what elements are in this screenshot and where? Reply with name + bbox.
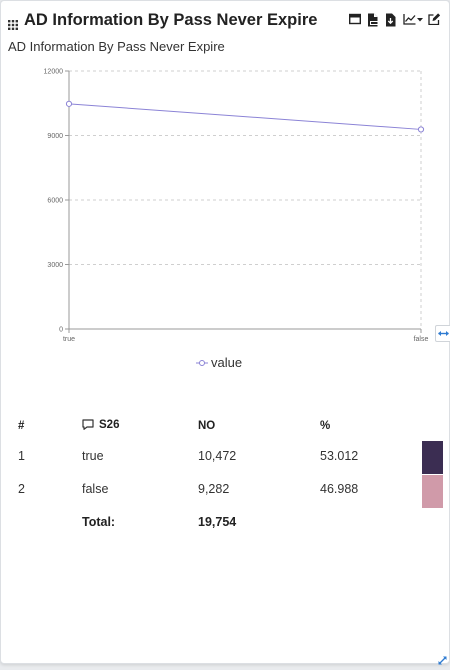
- row-index: 1: [18, 448, 25, 463]
- table-total-row: Total: 19,754: [8, 505, 432, 538]
- edit-icon[interactable]: [428, 13, 441, 27]
- y-tick-label: 9000: [47, 133, 63, 140]
- window-icon[interactable]: [349, 13, 362, 27]
- widget-toolbar: [344, 13, 441, 27]
- chart-title: AD Information By Pass Never Expire: [8, 39, 225, 54]
- y-tick-label: 6000: [47, 198, 63, 205]
- table-row: 2 false 9,282 46.988: [8, 472, 432, 505]
- widget-title: AD Information By Pass Never Expire: [24, 11, 318, 29]
- column-header-percent: %: [320, 420, 331, 432]
- expand-button[interactable]: [435, 325, 450, 342]
- data-table: # S26 NO % 1 true 10,472 53.012 2 false …: [8, 413, 432, 538]
- widget-header: AD Information By Pass Never Expire: [8, 9, 441, 35]
- total-value: 19,754: [198, 514, 237, 529]
- legend-marker-icon: [196, 359, 208, 366]
- x-tick-label: false: [414, 336, 429, 343]
- row-label: true: [82, 448, 104, 463]
- column-header-count: NO: [198, 420, 216, 432]
- chart-legend[interactable]: value: [196, 355, 242, 370]
- series-line-value: [68, 103, 422, 130]
- row-percent: 53.012: [320, 448, 359, 463]
- row-count: 9,282: [198, 481, 230, 496]
- data-point: [417, 126, 425, 133]
- download-file-icon[interactable]: [385, 13, 398, 27]
- y-tick-label: 0: [59, 327, 63, 334]
- field-name: S26: [99, 418, 120, 431]
- row-percent: 46.988: [320, 481, 359, 496]
- row-count: 10,472: [198, 448, 237, 463]
- comment-icon: [82, 419, 94, 431]
- resize-arrows-icon: [438, 656, 447, 665]
- data-point: [65, 100, 73, 107]
- line-chart-icon[interactable]: [403, 13, 416, 27]
- expand-arrows-icon: [438, 331, 449, 336]
- row-label: false: [82, 481, 109, 496]
- csv-file-icon[interactable]: [367, 13, 380, 27]
- row-index: 2: [18, 481, 25, 496]
- column-header-index: #: [18, 420, 25, 432]
- y-tick-label: 3000: [47, 262, 63, 269]
- table-header-row: # S26 NO %: [8, 413, 432, 439]
- line-chart: 0 3000 6000 9000 12000 true false: [44, 69, 429, 344]
- y-tick-label: 12000: [44, 69, 64, 76]
- grid-icon[interactable]: [8, 17, 18, 30]
- table-row: 1 true 10,472 53.012: [8, 439, 432, 472]
- total-percent-spacer: [320, 505, 432, 538]
- x-tick-label: true: [63, 336, 75, 343]
- column-header-field[interactable]: S26: [82, 413, 198, 439]
- legend-label: value: [211, 355, 243, 370]
- resize-handle[interactable]: [438, 652, 447, 665]
- total-label: Total:: [82, 514, 116, 529]
- caret-down-icon[interactable]: [417, 13, 423, 27]
- color-swatch-true: [422, 441, 443, 474]
- color-swatch-false: [422, 475, 443, 508]
- total-spacer: [8, 505, 82, 538]
